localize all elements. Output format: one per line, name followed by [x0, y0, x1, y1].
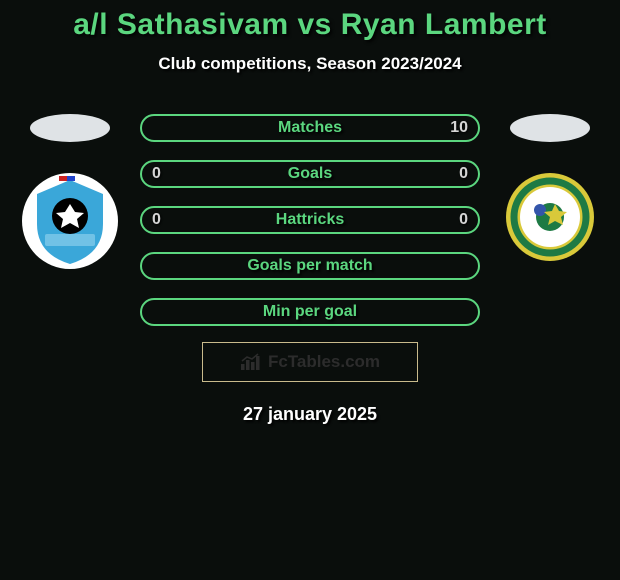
- stat-row: Goals per match: [140, 252, 480, 280]
- stat-row: 0 Hattricks 0: [140, 206, 480, 234]
- stat-label: Min per goal: [263, 303, 357, 321]
- stat-row: Min per goal: [140, 298, 480, 326]
- stats-column: Matches 10 0 Goals 0 0 Hattricks 0 Goals per mat…: [140, 114, 480, 326]
- comparison-card: a/l Sathasivam vs Ryan Lambert Club comp…: [0, 0, 620, 425]
- bar-chart-icon: [240, 353, 262, 371]
- stat-label: Goals: [288, 165, 332, 183]
- stat-label: Goals per match: [247, 257, 372, 275]
- brand-watermark: FcTables.com: [202, 342, 418, 382]
- subtitle: Club competitions, Season 2023/2024: [158, 54, 461, 74]
- page-title: a/l Sathasivam vs Ryan Lambert: [73, 8, 547, 42]
- stat-label: Matches: [278, 119, 342, 137]
- stat-row: 0 Goals 0: [140, 160, 480, 188]
- date-text: 27 january 2025: [243, 404, 377, 425]
- right-club-badge-icon: [505, 172, 595, 262]
- brand-text: FcTables.com: [268, 352, 380, 372]
- stat-left-value: 0: [152, 165, 176, 183]
- left-player-col: [20, 114, 120, 270]
- stat-right-value: 0: [444, 211, 468, 229]
- left-club-badge-icon: [21, 172, 119, 270]
- right-flag-icon: [510, 114, 590, 142]
- stat-row: Matches 10: [140, 114, 480, 142]
- stat-label: Hattricks: [276, 211, 344, 229]
- stat-right-value: 10: [444, 119, 468, 137]
- stat-right-value: 0: [444, 165, 468, 183]
- stat-left-value: 0: [152, 211, 176, 229]
- main-row: Matches 10 0 Goals 0 0 Hattricks 0 Goals per mat…: [0, 114, 620, 326]
- right-player-col: [500, 114, 600, 262]
- left-flag-icon: [30, 114, 110, 142]
